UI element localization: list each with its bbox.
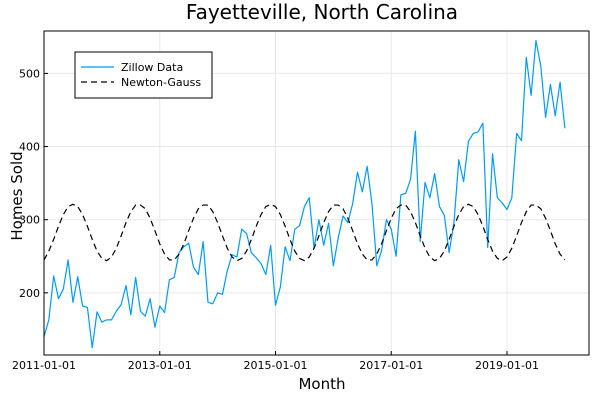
y-tick-label: 200 [19, 287, 40, 300]
x-tick-label: 2011-01-01 [12, 359, 76, 372]
y-tick-label: 300 [19, 214, 40, 227]
x-tick-label: 2017-01-01 [359, 359, 423, 372]
y-tick-label: 500 [19, 67, 40, 80]
y-axis-label: Homes Sold [8, 151, 26, 240]
series-line-newton-gauss [43, 203, 566, 262]
x-axis-label: Month [298, 375, 345, 393]
y-tick-label: 400 [19, 141, 40, 154]
x-tick-label: 2015-01-01 [244, 359, 308, 372]
legend-box [74, 51, 213, 99]
series-line-zillow-data [43, 39, 566, 349]
tick-labels: 2011-01-01 2013-01-01 2015-01-01 2017-01-01… [12, 67, 539, 372]
legend: Zillow Data Newton-Gauss [74, 51, 213, 99]
plot-frame [43, 30, 590, 356]
legend-label-newton-gauss: Newton-Gauss [121, 76, 201, 89]
series-layer [43, 39, 566, 349]
chart-title: Fayetteville, North Carolina [186, 0, 458, 24]
legend-label-zillow-data: Zillow Data [121, 61, 183, 74]
x-tick-label: 2019-01-01 [475, 359, 539, 372]
x-tick-label: 2013-01-01 [128, 359, 192, 372]
